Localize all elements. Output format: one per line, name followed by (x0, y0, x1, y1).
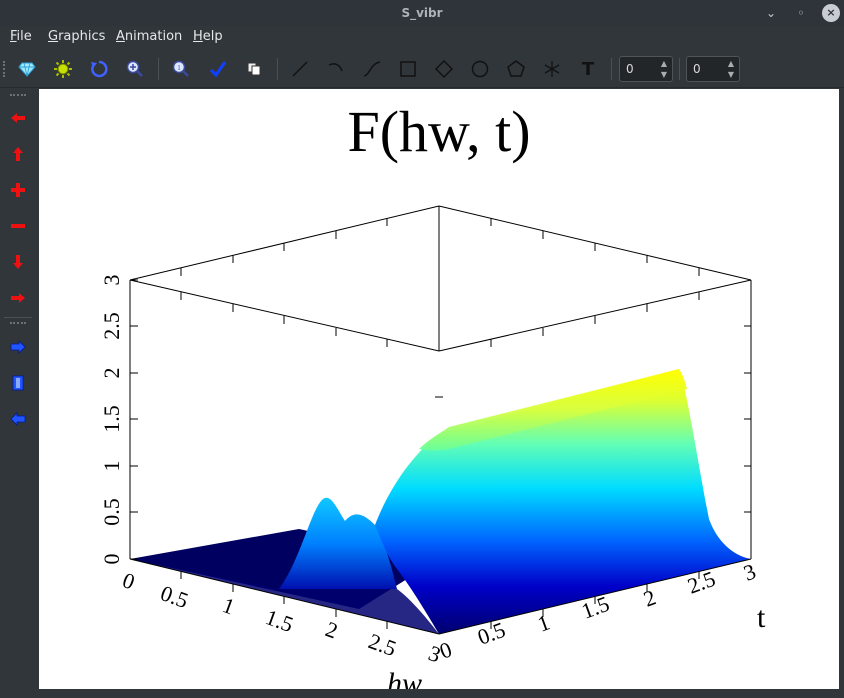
x-tick-label: 2.5 (365, 628, 399, 661)
svg-text:1: 1 (177, 64, 181, 72)
x-tick-label: 1.5 (262, 604, 296, 637)
x-tick-label: 0 (119, 567, 138, 594)
sun-icon[interactable] (50, 56, 76, 82)
blue-arrow-right-icon[interactable] (5, 334, 31, 360)
arrow-left-icon[interactable] (5, 105, 31, 131)
y-tick-label: 2 (640, 584, 659, 611)
title-bar: S_vibr ⌄ ◦ × (0, 0, 844, 26)
maximize-button[interactable]: ◦ (797, 6, 805, 20)
plus-icon[interactable] (5, 177, 31, 203)
surface-ridge (419, 369, 687, 451)
check-icon[interactable] (205, 56, 231, 82)
text-icon[interactable]: T (581, 58, 595, 80)
z-tick-label: 3 (99, 275, 124, 286)
x-tick-label: 1 (219, 592, 238, 619)
z-tick-label: 1.5 (99, 405, 124, 433)
toolbar-separator (611, 58, 612, 80)
menu-help[interactable]: Help (193, 29, 223, 44)
film-icon[interactable] (5, 370, 31, 396)
toolbar-separator (679, 58, 680, 80)
arc-icon[interactable] (323, 56, 349, 82)
menu-bar: File Graphics Animation Help (0, 26, 844, 48)
pentagon-icon[interactable] (503, 56, 529, 82)
menu-graphics[interactable]: Graphics (48, 29, 106, 44)
side-toolbar-separator (4, 317, 32, 318)
plot-ticks-top (180, 218, 700, 347)
side-toolbar (0, 89, 36, 698)
z-tick-label: 0 (99, 554, 124, 565)
spinbox-1[interactable]: 0 ▲ ▼ (619, 56, 673, 82)
z-tick-labels: 3 2.5 2 1.5 1 0.5 0 (99, 275, 124, 565)
status-strip (0, 690, 844, 698)
minimize-button[interactable]: ⌄ (765, 6, 777, 20)
z-tick-label: 1 (99, 461, 124, 472)
spinbox-2-value: 0 (693, 62, 701, 76)
spinbox-1-value: 0 (626, 62, 634, 76)
blue-arrow-left-icon[interactable] (5, 406, 31, 432)
zoom-icon[interactable]: 1 (168, 56, 194, 82)
surface-bump (279, 497, 397, 589)
z-tick-label: 2.5 (99, 312, 124, 340)
x-axis-ticks (180, 571, 700, 629)
y-axis-label: t (757, 601, 766, 634)
side-toolbar-grip-2[interactable] (10, 322, 26, 324)
line-icon[interactable] (287, 56, 313, 82)
toolbar-grip[interactable] (3, 61, 7, 77)
z-tick-label: 0.5 (99, 498, 124, 526)
curve-icon[interactable] (359, 56, 385, 82)
x-tick-label: 2 (322, 616, 341, 643)
y-tick-label: 3 (740, 558, 759, 585)
y-tick-label: 0 (436, 636, 455, 663)
toolbar-separator (158, 58, 159, 80)
menu-file[interactable]: File (10, 29, 32, 44)
side-toolbar-grip[interactable] (10, 94, 26, 96)
window-title: S_vibr (401, 6, 443, 20)
arrow-down-icon[interactable] (5, 249, 31, 275)
arrow-up-icon[interactable] (5, 141, 31, 167)
menu-animation[interactable]: Animation (116, 29, 183, 44)
y-tick-label: 1 (534, 609, 553, 636)
spinbox-2-arrows[interactable]: ▲ ▼ (727, 59, 735, 79)
rectangle-icon[interactable] (395, 56, 421, 82)
spinbox-2[interactable]: 0 ▲ ▼ (686, 56, 740, 82)
plot-canvas[interactable]: F(hw, t) (39, 89, 839, 689)
chart-title: F(hw, t) (347, 99, 531, 164)
copy-icon[interactable] (241, 56, 267, 82)
zoom-in-icon[interactable] (122, 56, 148, 82)
asterisk-icon[interactable] (539, 56, 565, 82)
spinbox-1-arrows[interactable]: ▲ ▼ (660, 59, 668, 79)
surface-plot: 3 2.5 2 1.5 1 0.5 0 0 0.5 1 1.5 2 2.5 3 … (99, 205, 766, 689)
rotate-icon[interactable] (86, 56, 112, 82)
close-button[interactable]: × (822, 4, 840, 22)
toolbar-separator (277, 58, 278, 80)
x-axis-label: hw (387, 667, 422, 689)
z-tick-label: 2 (99, 368, 124, 379)
minus-icon[interactable] (5, 213, 31, 239)
gem-icon[interactable] (14, 56, 40, 82)
diamond-icon[interactable] (431, 56, 457, 82)
arrow-right-icon[interactable] (5, 285, 31, 311)
x-tick-label: 0.5 (157, 580, 191, 613)
circle-icon[interactable] (467, 56, 493, 82)
toolbar: 1 T (0, 50, 844, 88)
